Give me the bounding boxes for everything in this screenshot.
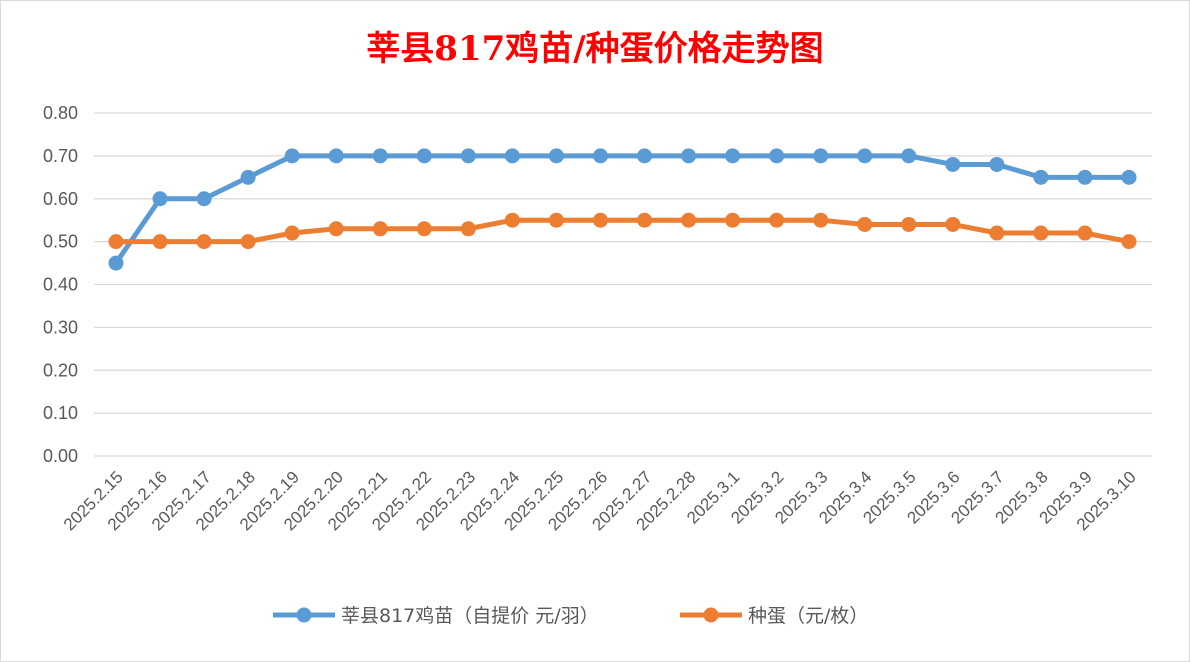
data-point: [328, 148, 344, 164]
data-point: [592, 148, 608, 164]
data-point: [460, 221, 476, 237]
data-point: [592, 212, 608, 228]
data-point: [108, 234, 124, 250]
data-point: [196, 191, 212, 207]
series-1: [108, 148, 1137, 271]
data-point: [725, 212, 741, 228]
y-tick-label: 0.40: [43, 275, 78, 295]
data-point: [681, 212, 697, 228]
data-point: [945, 156, 961, 172]
data-point: [240, 169, 256, 185]
legend: 莘县817鸡苗（自提价 元/羽） 种蛋（元/枚）: [273, 605, 868, 627]
data-point: [1121, 169, 1137, 185]
data-point: [945, 216, 961, 232]
y-tick-label: 0.00: [43, 446, 78, 466]
data-point: [460, 148, 476, 164]
data-point: [284, 148, 300, 164]
data-point: [857, 216, 873, 232]
data-point: [284, 225, 300, 241]
data-point: [328, 221, 344, 237]
data-point: [372, 148, 388, 164]
legend-label: 种蛋（元/枚）: [748, 605, 868, 627]
data-point: [901, 148, 917, 164]
y-tick-label: 0.80: [43, 103, 78, 123]
data-point: [152, 234, 168, 250]
y-tick-label: 0.10: [43, 403, 78, 423]
data-point: [548, 212, 564, 228]
legend-item-2: 种蛋（元/枚）: [680, 605, 868, 627]
data-point: [901, 216, 917, 232]
data-point: [725, 148, 741, 164]
legend-point-marker: [703, 607, 719, 623]
series-group: [108, 148, 1137, 271]
data-point: [769, 212, 785, 228]
data-point: [1077, 225, 1093, 241]
y-tick-label: 0.20: [43, 360, 78, 380]
y-tick-label: 0.50: [43, 232, 78, 252]
data-point: [1077, 169, 1093, 185]
data-point: [857, 148, 873, 164]
gridlines: [94, 112, 1152, 457]
chart-title: 莘县817鸡苗/种蛋价格走势图: [366, 29, 823, 69]
data-point: [1121, 234, 1137, 250]
data-point: [989, 225, 1005, 241]
data-point: [416, 221, 432, 237]
y-axis-ticks: 0.00 0.10 0.20 0.30 0.40 0.50 0.60 0.70 0.80: [43, 103, 78, 466]
data-point: [196, 234, 212, 250]
data-point: [637, 212, 653, 228]
legend-point-marker: [296, 607, 312, 623]
data-point: [989, 156, 1005, 172]
legend-item-1: 莘县817鸡苗（自提价 元/羽）: [273, 605, 599, 627]
y-tick-label: 0.60: [43, 189, 78, 209]
data-point: [769, 148, 785, 164]
data-point: [504, 148, 520, 164]
data-point: [681, 148, 697, 164]
data-point: [637, 148, 653, 164]
data-point: [813, 212, 829, 228]
data-point: [1033, 169, 1049, 185]
data-point: [152, 191, 168, 207]
data-point: [504, 212, 520, 228]
legend-label: 莘县817鸡苗（自提价 元/羽）: [341, 605, 599, 627]
data-point: [416, 148, 432, 164]
data-point: [1033, 225, 1049, 241]
y-tick-label: 0.30: [43, 317, 78, 337]
data-point: [813, 148, 829, 164]
data-point: [108, 255, 124, 271]
data-point: [240, 234, 256, 250]
data-point: [548, 148, 564, 164]
series-2: [108, 212, 1137, 250]
data-point: [372, 221, 388, 237]
y-tick-label: 0.70: [43, 146, 78, 166]
